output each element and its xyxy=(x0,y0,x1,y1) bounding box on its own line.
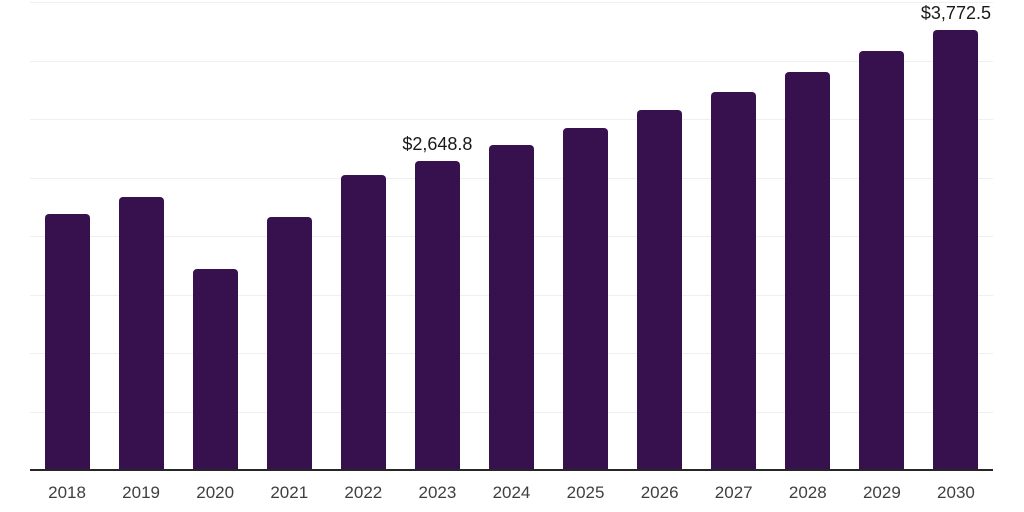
x-axis-labels: 2018 2019 2020 2021 2022 2023 2024 2025 2026 2027… xyxy=(30,482,993,506)
tick-label-2021: 2021 xyxy=(270,483,309,502)
bar-2019[interactable] xyxy=(118,197,164,471)
bar-2027[interactable] xyxy=(711,91,757,471)
tick-label-2025: 2025 xyxy=(566,483,605,502)
bar-2021[interactable] xyxy=(266,216,312,471)
bar-2025[interactable] xyxy=(563,128,609,471)
tick-label-2026: 2026 xyxy=(640,483,679,502)
bar-2026[interactable] xyxy=(637,110,683,471)
tick-label-2022: 2022 xyxy=(344,483,383,502)
x-axis-line xyxy=(30,469,993,471)
tick-label-2023: 2023 xyxy=(418,483,457,502)
tick-label-2027: 2027 xyxy=(714,483,753,502)
bar-2024[interactable] xyxy=(489,145,534,471)
bar-2020[interactable] xyxy=(192,268,238,471)
bar-2030[interactable] xyxy=(933,29,979,471)
bar-2022[interactable] xyxy=(340,175,386,471)
tick-label-2018: 2018 xyxy=(48,483,86,502)
tick-label-2024: 2024 xyxy=(492,483,531,502)
tick-label-2029: 2029 xyxy=(862,483,901,502)
tick-label-2019: 2019 xyxy=(122,483,160,502)
gridline-3500 xyxy=(30,60,993,62)
data-label-2023: $2,648.8 xyxy=(402,134,473,155)
tick-label-2030: 2030 xyxy=(937,483,975,502)
bar-2028[interactable] xyxy=(785,72,831,471)
bar-2029[interactable] xyxy=(859,51,905,471)
data-label-2030: $3,772.5 xyxy=(920,2,991,23)
gridline-4000 xyxy=(30,2,993,3)
tick-label-2020: 2020 xyxy=(196,483,235,502)
plot-area: $2,648.8 $3,772.5 xyxy=(30,2,993,471)
bar-2023[interactable] xyxy=(414,161,460,471)
tick-label-2028: 2028 xyxy=(788,483,827,502)
gridline-3000 xyxy=(30,119,993,120)
bar-2018[interactable] xyxy=(44,214,90,471)
